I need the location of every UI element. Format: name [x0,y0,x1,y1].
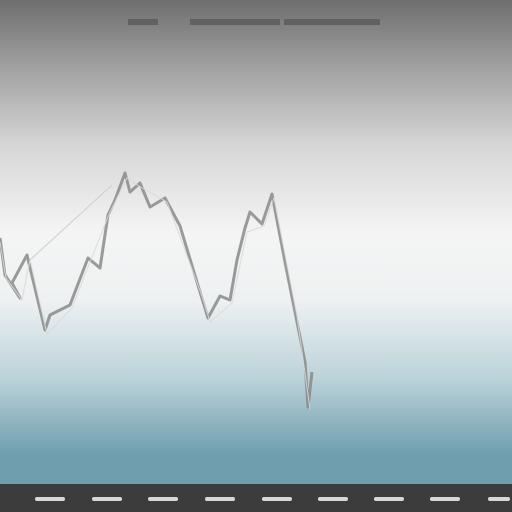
bar-item [318,497,348,501]
bar-item [205,497,235,501]
bottom-bar [0,484,512,512]
bar-item [262,497,292,501]
bar-item [430,497,460,501]
bar-item [488,497,510,501]
header-block [190,19,280,25]
blurred-header [128,19,380,25]
header-block [284,19,380,25]
price-line-shadow [0,177,311,410]
background [0,0,512,484]
header-block [128,19,158,25]
bar-item [35,497,65,501]
bar-item [148,497,178,501]
faint-line [29,184,113,261]
bar-item [92,497,122,501]
bottom-bar-items [35,497,510,501]
bar-item [374,497,404,501]
